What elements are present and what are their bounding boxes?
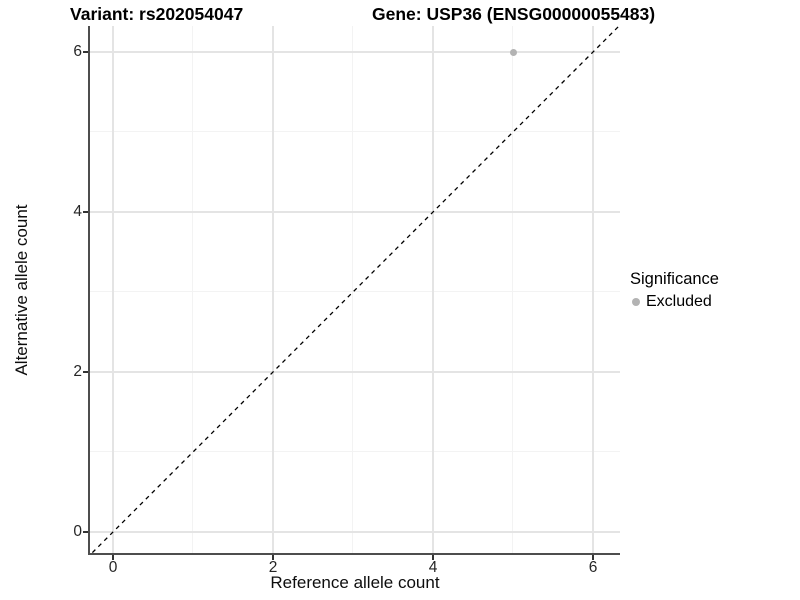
y-axis-line <box>88 26 90 555</box>
minor-gridline <box>90 451 620 453</box>
legend-item-label: Excluded <box>646 293 712 310</box>
x-tick-label: 0 <box>108 559 118 576</box>
legend: Significance Excluded <box>630 270 719 312</box>
y-tick-mark <box>83 51 88 53</box>
y-tick-mark <box>83 531 88 533</box>
y-tick-label: 0 <box>73 523 82 540</box>
x-tick-label: 6 <box>588 559 598 576</box>
data-point <box>509 48 517 56</box>
minor-gridline <box>192 26 194 553</box>
x-tick-mark <box>112 555 114 560</box>
gene-title: Gene: USP36 (ENSG00000055483) <box>372 4 656 24</box>
major-gridline <box>592 26 594 553</box>
y-tick-label: 6 <box>73 43 82 60</box>
y-tick-label: 2 <box>73 363 82 380</box>
major-gridline <box>272 26 274 553</box>
major-gridline <box>90 531 620 533</box>
minor-gridline <box>90 131 620 133</box>
x-tick-label: 4 <box>428 559 438 576</box>
y-tick-label: 4 <box>73 203 82 220</box>
x-tick-mark <box>432 555 434 560</box>
x-tick-mark <box>272 555 274 560</box>
identity-line <box>91 26 620 553</box>
x-tick-label: 2 <box>268 559 278 576</box>
y-tick-mark <box>83 211 88 213</box>
minor-gridline <box>90 291 620 293</box>
x-axis-line <box>88 553 620 555</box>
x-axis-title: Reference allele count <box>270 573 440 592</box>
plot-panel <box>90 26 620 553</box>
legend-title: Significance <box>630 270 719 288</box>
y-tick-mark <box>83 371 88 373</box>
major-gridline <box>90 211 620 213</box>
x-tick-mark <box>592 555 594 560</box>
major-gridline <box>90 371 620 373</box>
variant-title: Variant: rs202054047 <box>70 4 244 24</box>
minor-gridline <box>512 26 514 553</box>
minor-gridline <box>352 26 354 553</box>
excluded-dot-icon <box>632 298 640 306</box>
major-gridline <box>90 51 620 53</box>
legend-item-excluded: Excluded <box>632 292 719 312</box>
major-gridline <box>112 26 114 553</box>
major-gridline <box>432 26 434 553</box>
y-axis-title: Alternative allele count <box>12 204 31 376</box>
identity-line-layer <box>91 26 620 553</box>
